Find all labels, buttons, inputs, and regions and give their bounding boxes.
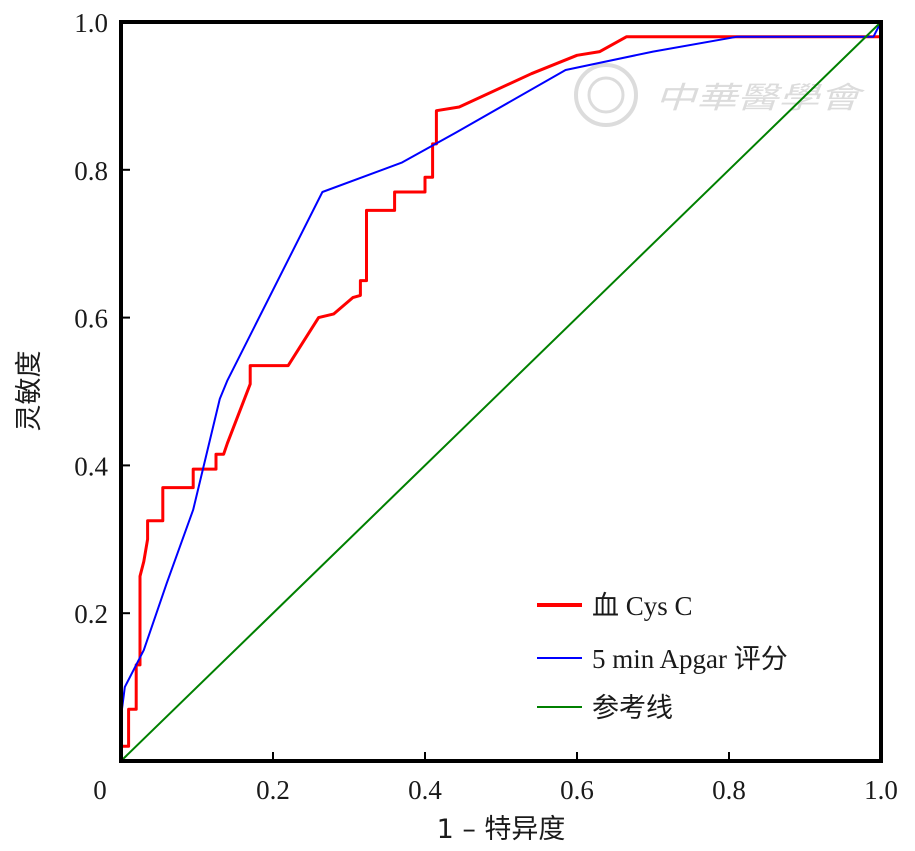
x-tick-label: 0.2 bbox=[256, 775, 290, 805]
series-line-3 bbox=[120, 21, 882, 762]
y-tick-label: 1.0 bbox=[74, 8, 108, 38]
legend-label-3: 参考线 bbox=[592, 693, 673, 723]
y-tick-label: 0.8 bbox=[74, 156, 108, 186]
watermark: 中華醫學會 bbox=[574, 63, 865, 127]
series-layer bbox=[120, 21, 882, 762]
x-tick-label: 1.0 bbox=[864, 775, 898, 805]
series-line-2 bbox=[120, 21, 882, 717]
series-line-1 bbox=[121, 35, 881, 748]
legend-label-2: 5 min Apgar 评分 bbox=[592, 644, 788, 674]
y-tick-label: 0.4 bbox=[74, 451, 108, 481]
legend-label-1: 血 Cys C bbox=[592, 591, 693, 621]
y-tick-label: 0.2 bbox=[74, 599, 108, 629]
watermark-seal-icon bbox=[574, 63, 638, 127]
x-tick-label: 0 bbox=[93, 775, 107, 805]
x-tick-label: 0.8 bbox=[712, 775, 746, 805]
y-axis-title: 灵敏度 bbox=[14, 351, 45, 432]
plot-frame bbox=[119, 20, 883, 763]
watermark-text: 中華醫學會 bbox=[655, 81, 865, 116]
y-tick-label: 0.6 bbox=[74, 304, 108, 334]
x-tick-label: 0.6 bbox=[560, 775, 594, 805]
tick-layer: 0 0.2 0.4 0.6 0.8 1.0 0.2 0.4 0.6 0.8 1.0 bbox=[74, 8, 898, 805]
x-axis-title: 1 – 特异度 bbox=[437, 814, 566, 845]
watermark-seal-inner-icon bbox=[587, 76, 625, 114]
x-tick-label: 0.4 bbox=[408, 775, 442, 805]
